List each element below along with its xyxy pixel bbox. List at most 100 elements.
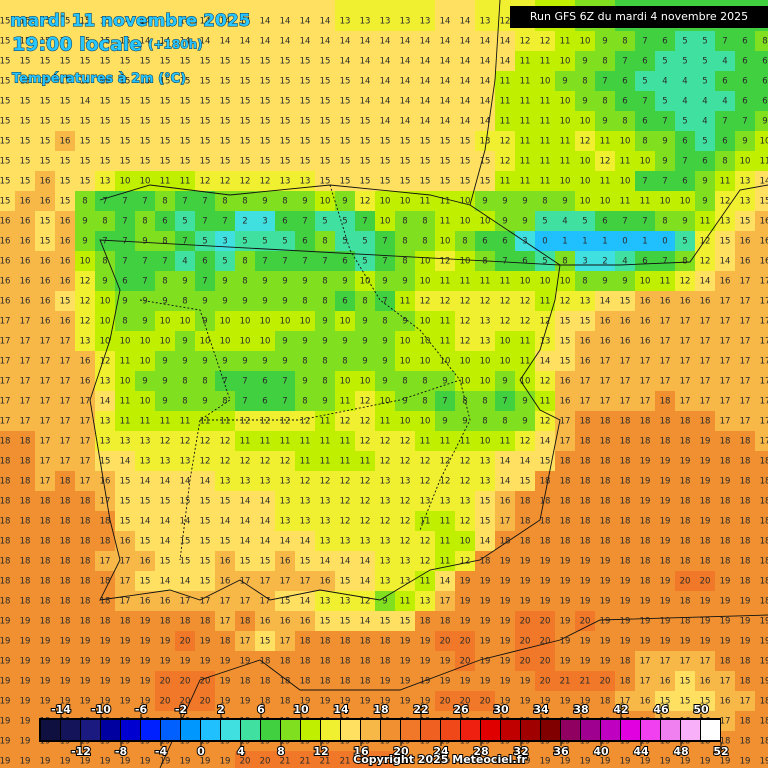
- legend-swatch: [161, 720, 180, 740]
- temp-cell: [115, 211, 135, 231]
- temp-cell: [695, 391, 715, 411]
- temp-cell: [235, 71, 255, 91]
- temp-cell: [135, 371, 155, 391]
- temp-value: 15: [160, 137, 171, 147]
- temp-value: 18: [520, 537, 531, 547]
- temp-value: 15: [340, 77, 351, 87]
- temp-value: 7: [302, 257, 307, 267]
- temp-value: 18: [700, 537, 711, 547]
- temp-value: 18: [620, 557, 631, 567]
- temp-value: 7: [682, 157, 687, 167]
- temp-cell: [515, 291, 535, 311]
- temp-cell: [655, 251, 675, 271]
- legend-swatch: [181, 720, 200, 740]
- temp-cell: [55, 391, 75, 411]
- temp-cell: [555, 71, 575, 91]
- temp-value: 20: [180, 637, 191, 647]
- temp-value: 18: [720, 657, 731, 667]
- temp-value: 9: [362, 317, 367, 327]
- temp-cell: [295, 451, 315, 471]
- temp-cell: [15, 71, 35, 91]
- temp-cell: [175, 131, 195, 151]
- temp-cell: [215, 251, 235, 271]
- temp-cell: [615, 91, 635, 111]
- temp-value: 14: [520, 457, 531, 467]
- temp-value: 18: [340, 677, 351, 687]
- temp-cell: [35, 231, 55, 251]
- temp-value: 6: [762, 97, 767, 107]
- temp-value: 14: [280, 537, 291, 547]
- temp-value: 10: [440, 237, 451, 247]
- temp-value: 10: [220, 317, 231, 327]
- legend-label: 40: [593, 745, 609, 758]
- temp-value: 14: [420, 57, 431, 67]
- temp-value: 7: [262, 257, 267, 267]
- temp-cell: [535, 71, 555, 91]
- temp-cell: [475, 351, 495, 371]
- legend-label: 50: [693, 703, 709, 716]
- temp-value: 18: [340, 657, 351, 667]
- temp-cell: [555, 411, 575, 431]
- temp-value: 15: [300, 57, 311, 67]
- temp-cell: [175, 211, 195, 231]
- temp-value: 13: [320, 537, 331, 547]
- temp-value: 9: [222, 297, 227, 307]
- temp-value: 15: [480, 497, 491, 507]
- temp-cell: [115, 251, 135, 271]
- temp-cell: [135, 71, 155, 91]
- temp-value: 13: [240, 477, 251, 487]
- temp-value: 19: [580, 557, 591, 567]
- temp-value: 15: [340, 157, 351, 167]
- temp-value: 19: [540, 597, 551, 607]
- temp-cell: [155, 151, 175, 171]
- temp-cell: [655, 291, 675, 311]
- legend-label: 4: [237, 745, 245, 758]
- temp-cell: [55, 171, 75, 191]
- temp-cell: [475, 31, 495, 51]
- temp-value: 13: [380, 477, 391, 487]
- temp-value: 16: [740, 237, 751, 247]
- temp-cell: [335, 151, 355, 171]
- temp-cell: [395, 131, 415, 151]
- temp-value: 19: [680, 457, 691, 467]
- temp-cell: [575, 331, 595, 351]
- temp-value: 19: [720, 637, 731, 647]
- temp-value: 18: [340, 637, 351, 647]
- temp-value: 15: [300, 77, 311, 87]
- temp-value: 18: [680, 557, 691, 567]
- temp-value: 16: [760, 217, 768, 227]
- temp-value: 11: [500, 97, 511, 107]
- temp-value: 15: [480, 177, 491, 187]
- temp-cell: [295, 311, 315, 331]
- temp-cell: [255, 191, 275, 211]
- temp-cell: [295, 0, 315, 31]
- temp-cell: [155, 131, 175, 151]
- temp-cell: [435, 291, 455, 311]
- temp-value: 18: [640, 537, 651, 547]
- temp-cell: [375, 331, 395, 351]
- temp-value: 19: [500, 657, 511, 667]
- temp-value: 18: [580, 477, 591, 487]
- temp-cell: [355, 391, 375, 411]
- temp-value: 8: [482, 417, 487, 427]
- temp-cell: [295, 31, 315, 51]
- temp-cell: [695, 411, 715, 431]
- temp-value: 8: [182, 397, 187, 407]
- temp-value: 18: [720, 457, 731, 467]
- temp-cell: [755, 371, 768, 391]
- temp-value: 12: [460, 477, 471, 487]
- temp-value: 16: [20, 297, 31, 307]
- temp-value: 8: [662, 217, 667, 227]
- temp-value: 10: [480, 377, 491, 387]
- temp-cell: [15, 351, 35, 371]
- temp-value: 13: [280, 517, 291, 527]
- temp-value: 18: [60, 577, 71, 587]
- temp-value: 15: [180, 97, 191, 107]
- temp-value: 12: [260, 417, 271, 427]
- temp-value: 15: [200, 557, 211, 567]
- temp-cell: [495, 391, 515, 411]
- temp-cell: [135, 431, 155, 451]
- temp-value: 18: [760, 497, 768, 507]
- temp-value: 13: [340, 17, 351, 27]
- temp-cell: [355, 231, 375, 251]
